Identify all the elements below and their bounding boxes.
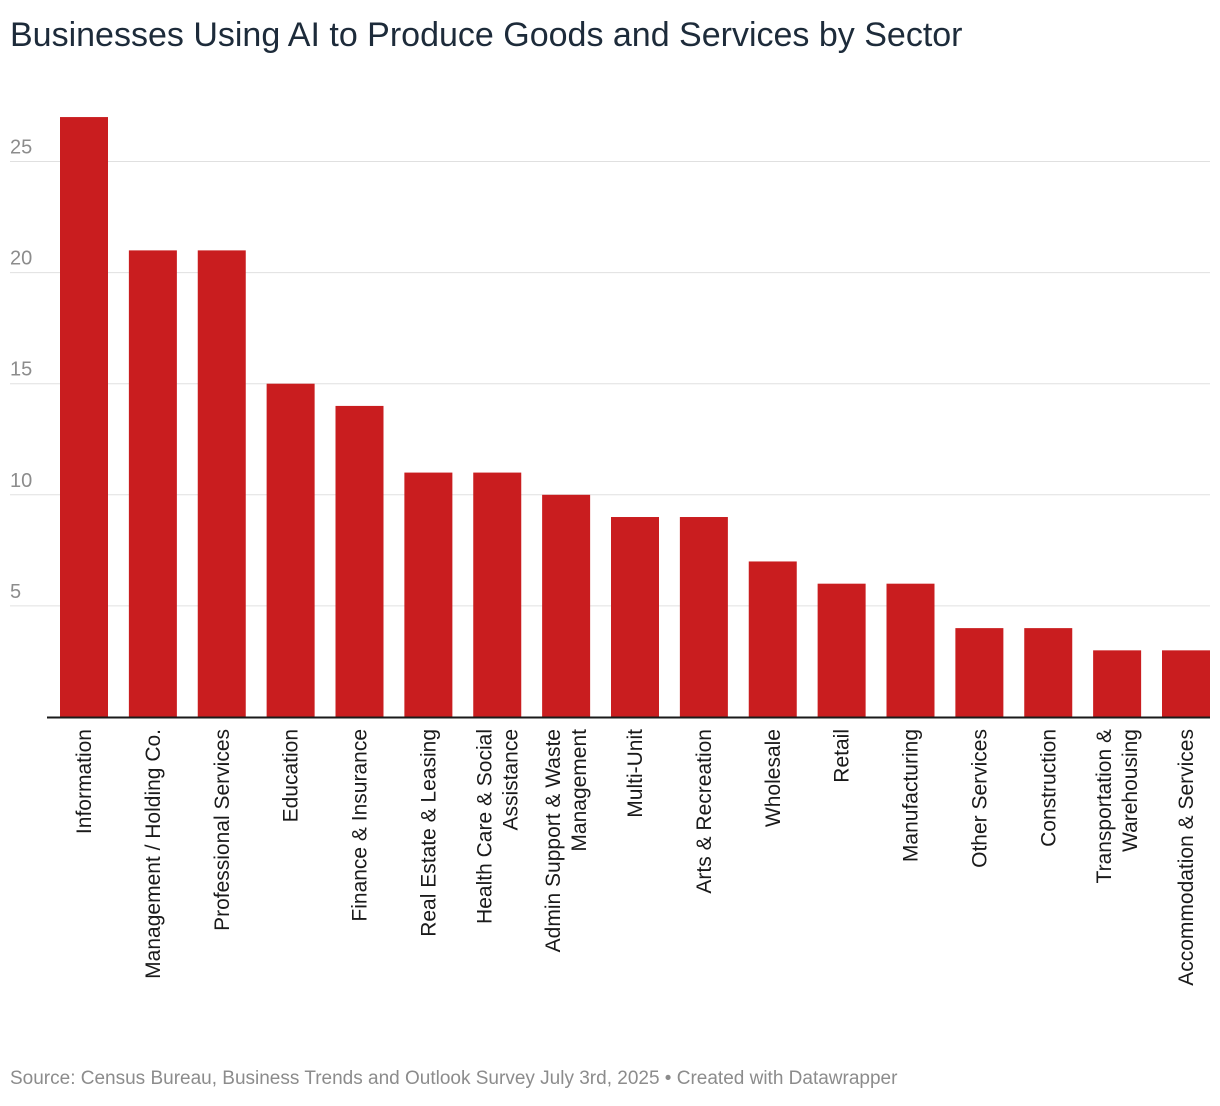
bar [197,250,246,717]
x-tick-label: Admin Support & Waste Management [542,729,591,952]
bar [473,472,522,717]
x-tick-label-line: Construction [1037,729,1060,847]
x-tick-label-line: Warehousing [1119,729,1142,852]
bar [266,383,315,717]
x-tick-label-line: Real Estate & Leasing [417,729,440,937]
x-tick-label-line: Assistance [499,729,522,831]
x-tick-label: Health Care & Social Assistance [473,729,522,924]
bar [748,561,797,717]
y-tick-label: 25 [10,137,32,159]
x-tick-label: Wholesale [762,729,785,827]
x-tick-label-line: Manufacturing [900,729,923,862]
bar [542,494,591,717]
category-labels: Information Management / Holding Co. Profe… [73,729,1198,986]
bars [60,117,1210,717]
x-tick-label-line: Health Care & Social [473,729,496,924]
bar [1162,650,1210,717]
bar [611,517,659,717]
x-tick-label-line: Management [568,729,591,852]
x-tick-label: Real Estate & Leasing [417,729,440,937]
x-tick-label-line: Finance & Insurance [349,729,372,922]
bar [1093,650,1142,717]
bar [335,405,384,717]
x-tick-label: Professional Services [211,729,234,931]
x-tick-label: Education [280,729,303,822]
bar [817,583,866,717]
x-tick-label: Arts & Recreation [693,729,716,894]
x-tick-label-line: Admin Support & Waste [542,729,565,952]
x-tick-label: Management / Holding Co. [142,729,165,979]
bar-chart: 5 10 15 20 25 Information Management / Holdin… [10,117,1210,986]
source-footer: Source: Census Bureau, Business Trends a… [10,1068,898,1089]
y-tick-label: 15 [10,359,32,381]
bar [404,472,453,717]
x-tick-label-line: Wholesale [762,729,785,827]
x-tick-label: Finance & Insurance [349,729,372,922]
bar [128,250,177,717]
y-tick-label: 10 [10,470,32,492]
x-tick-label: Transportation & Warehousing [1093,729,1142,883]
x-tick-label-line: Management / Holding Co. [142,729,165,979]
bar [679,517,728,717]
x-tick-label: Accommodation & Services [1175,729,1198,986]
y-tick-label: 5 [10,581,21,603]
bar [1024,628,1073,717]
x-tick-label-line: Information [73,729,96,834]
x-tick-label-line: Multi-Unit [624,729,647,818]
x-tick-label-line: Education [280,729,303,822]
x-tick-label-line: Retail [831,729,854,783]
x-tick-label: Retail [831,729,854,783]
x-tick-label: Construction [1037,729,1060,847]
chart-title: Businesses Using AI to Produce Goods and… [10,16,963,54]
y-tick-label: 20 [10,248,32,270]
bar [886,583,935,717]
x-tick-label: Other Services [968,729,991,868]
x-tick-label: Multi-Unit [624,729,647,818]
x-tick-label-line: Other Services [968,729,991,868]
bar [955,628,1004,717]
x-tick-label: Manufacturing [900,729,923,862]
x-tick-label: Information [73,729,96,834]
bar [60,117,108,717]
x-tick-label-line: Professional Services [211,729,234,931]
gridlines: 5 10 15 20 25 [10,137,1210,607]
x-tick-label-line: Accommodation & Services [1175,729,1198,986]
x-tick-label-line: Transportation & [1093,729,1116,883]
x-tick-label-line: Arts & Recreation [693,729,716,894]
